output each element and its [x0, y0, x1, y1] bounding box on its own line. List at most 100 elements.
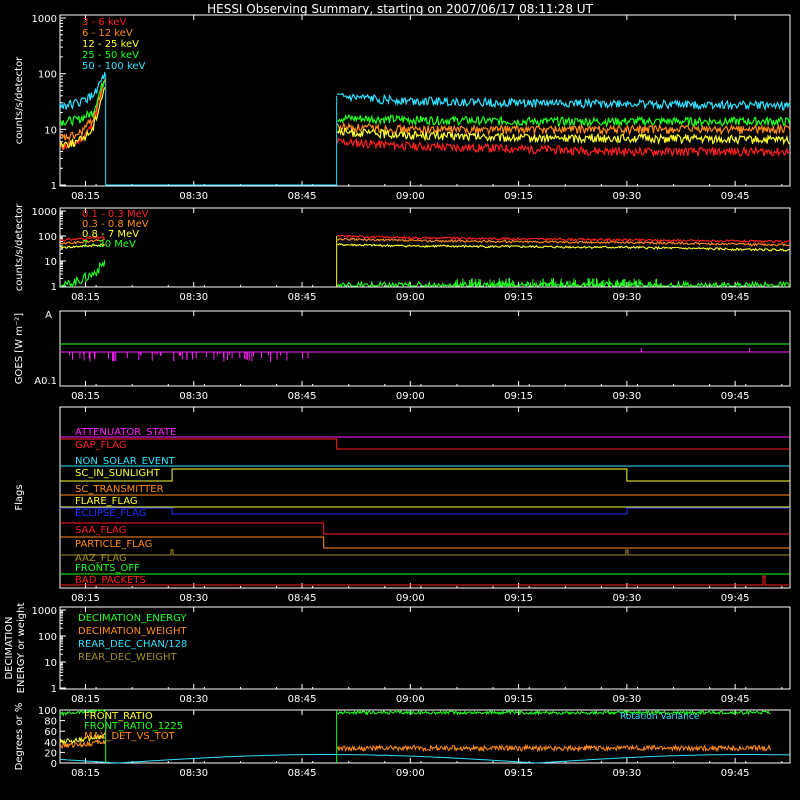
x-tick-label: 09:45 [721, 191, 750, 202]
rotation-variance-line [59, 754, 791, 764]
x-tick-label: 09:00 [396, 593, 425, 604]
x-tick-label: 09:00 [396, 292, 425, 303]
x-tick-label: 08:30 [179, 391, 208, 402]
y-tick-label: 10 [44, 658, 57, 669]
legend-entry: FRONT_RATIO [84, 711, 153, 722]
y-tick-label: 10 [44, 257, 57, 268]
y-tick-label: 20 [44, 748, 57, 759]
legend-entry: MAX_DET_VS_TOT [84, 731, 176, 742]
x-tick-label: 09:45 [721, 292, 750, 303]
x-tick-label: 09:15 [504, 768, 533, 779]
legend-entry: FRONT_RATIO_1225 [84, 721, 183, 732]
y-axis-label-ratios: Degrees or % [14, 703, 25, 771]
x-tick-label: 08:15 [71, 593, 100, 604]
flag-label-fronts-off: FRONTS_OFF [75, 563, 140, 574]
legend-entry: DECIMATION_WEIGHT [78, 626, 187, 637]
legend-entry: DECIMATION_ENERGY [78, 613, 187, 624]
y-tick-label: 10 [44, 125, 57, 136]
x-tick-label: 09:00 [396, 391, 425, 402]
flag-label-sc-in-sunlight: SC_IN_SUNLIGHT [75, 468, 161, 479]
chart-title: HESSI Observing Summary, starting on 200… [207, 2, 593, 16]
y-axis-label-goes: GOES [W m⁻²] [14, 313, 25, 384]
series-line-12-25-kev [59, 87, 791, 150]
x-tick-label: 08:15 [71, 191, 100, 202]
flag-line-saa-flag [60, 522, 790, 535]
x-tick-label: 09:45 [721, 694, 750, 705]
x-tick-label: 08:30 [179, 191, 208, 202]
flag-line-sc-in-sunlight [60, 468, 790, 482]
x-tick-label: 09:00 [396, 191, 425, 202]
x-tick-label: 09:15 [504, 593, 533, 604]
panel-frame-6 [59, 709, 791, 764]
flag-label-gap-flag: GAP_FLAG [75, 440, 127, 451]
legend-entry: 7 - 20 MeV [82, 239, 136, 250]
y-tick-label: 80 [44, 717, 57, 728]
series-line-6-12-kev [59, 79, 791, 141]
x-tick-label: 09:30 [612, 391, 641, 402]
legend-entry: REAR_DEC_CHAN/128 [78, 639, 187, 650]
flag-line-particle-flag [60, 536, 790, 549]
y-tick-label: 60 [44, 727, 57, 738]
annotation-rotation-variance: Rotation Variance [620, 712, 700, 722]
x-tick-label: 09:30 [612, 593, 641, 604]
legend-entry: 50 - 100 keV [82, 61, 146, 72]
flag-label-particle-flag: PARTICLE_FLAG [75, 539, 152, 550]
y-tick-label: 1000 [32, 606, 57, 617]
flag-label-non-solar-event: NON_SOLAR_EVENT [75, 456, 176, 467]
x-tick-label: 09:45 [721, 391, 750, 402]
x-tick-label: 09:30 [612, 768, 641, 779]
x-tick-label: 09:15 [504, 391, 533, 402]
series-line-0-8-7-mev [59, 242, 791, 252]
x-tick-label: 08:15 [71, 391, 100, 402]
x-tick-label: 08:15 [71, 768, 100, 779]
legend-entry: 0.1 - 0.3 MeV [82, 209, 149, 220]
series-line-25-50-kev [59, 80, 791, 128]
x-tick-label: 09:00 [396, 768, 425, 779]
x-tick-label: 08:30 [179, 593, 208, 604]
series-line-3-6-kev [59, 80, 791, 158]
series-line-0-3-0-8-mev [59, 237, 791, 247]
y-tick-label: 1 [51, 684, 57, 695]
panel-frame-3 [59, 310, 791, 387]
y-tick-label: 1 [51, 181, 57, 192]
panel-frame-2 [59, 207, 791, 288]
y-tick-label: A0.1 [34, 376, 57, 387]
y-tick-label: 100 [38, 70, 57, 81]
x-tick-label: 08:45 [288, 593, 317, 604]
legend-entry: 3 - 6 keV [82, 17, 126, 28]
series-line-0-1-0-3-mev [59, 234, 791, 244]
y-tick-label: 100 [38, 706, 57, 717]
panel-frame-5 [59, 606, 791, 690]
y-axis-label-flags: Flags [14, 484, 25, 510]
flag-label-sc-transmitter: SC_TRANSMITTER [75, 484, 164, 495]
legend-entry: 12 - 25 keV [82, 39, 139, 50]
legend-entry: 25 - 50 keV [82, 50, 139, 61]
legend-entry: REAR_DEC_WEIGHT [78, 652, 177, 663]
x-tick-label: 08:15 [71, 694, 100, 705]
y-axis-label-decimation-2: ENERGY or weight [16, 603, 27, 694]
x-tick-label: 09:45 [721, 593, 750, 604]
y-tick-label: 1000 [32, 14, 57, 25]
series-line-max-det-vs-tot [59, 738, 771, 753]
x-tick-label: 09:30 [612, 191, 641, 202]
y-tick-label: 100 [38, 632, 57, 643]
flag-label-saa-flag: SAA_FLAG [75, 525, 126, 536]
x-tick-label: 08:15 [71, 292, 100, 303]
y-axis-label-counts-high: counts/s/detector [14, 203, 25, 291]
y-tick-label: A [45, 310, 52, 321]
y-tick-label: 100 [38, 232, 57, 243]
x-tick-label: 09:30 [612, 292, 641, 303]
x-tick-label: 08:30 [179, 694, 208, 705]
x-tick-label: 08:30 [179, 292, 208, 303]
flag-label-aaz-flag: AAZ_FLAG [75, 553, 127, 564]
flag-label-flare-flag: FLARE_FLAG [75, 496, 138, 507]
y-tick-label: 40 [44, 738, 57, 749]
x-tick-label: 09:45 [721, 768, 750, 779]
x-tick-label: 09:15 [504, 191, 533, 202]
panel-frame-1 [59, 14, 791, 187]
flag-label-eclipse-flag: ECLIPSE_FLAG [75, 508, 146, 519]
flag-line-bad-packets [60, 575, 790, 586]
y-axis-label-decimation-1: DECIMATION [4, 616, 15, 679]
x-tick-label: 09:15 [504, 694, 533, 705]
